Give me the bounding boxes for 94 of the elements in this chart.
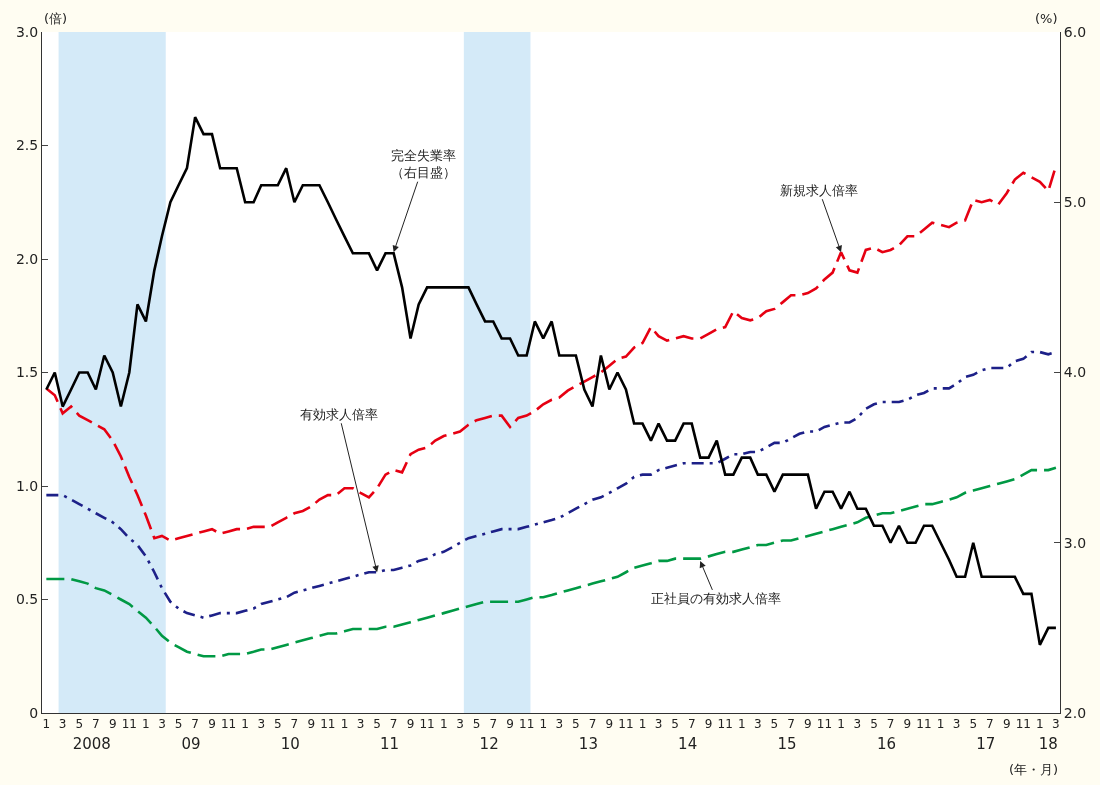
x-tick-label: 3 bbox=[654, 717, 663, 732]
x-tick-label: 7 bbox=[886, 717, 895, 732]
x-tick-label: 7 bbox=[92, 717, 100, 732]
x-tick-label: 1 bbox=[737, 717, 746, 732]
annotation: 正社員の有効求人倍率 bbox=[651, 591, 781, 606]
x2-tick-label: 18 bbox=[1038, 735, 1058, 753]
y-axis-title: (倍) bbox=[44, 11, 68, 26]
x2-tick-label: 11 bbox=[380, 735, 400, 753]
x-tick-label: 5 bbox=[671, 717, 679, 732]
x-tick-label: 5 bbox=[870, 717, 878, 732]
x-tick-label: 11 bbox=[519, 717, 535, 732]
x-tick-label: 7 bbox=[986, 717, 994, 732]
x2-tick-label: 15 bbox=[777, 735, 797, 753]
x-tick-label: 11 bbox=[916, 717, 932, 732]
x-tick-label: 7 bbox=[290, 717, 299, 732]
y2-tick-label: 6.0 bbox=[1063, 23, 1087, 40]
x-tick-label: 7 bbox=[588, 717, 597, 732]
x-tick-label: 3 bbox=[158, 717, 166, 732]
x2-tick-label: 12 bbox=[479, 735, 499, 753]
y2-tick-label: 4.0 bbox=[1063, 364, 1087, 381]
x2-tick-label: 17 bbox=[976, 735, 996, 753]
x2-tick-label: 09 bbox=[181, 735, 201, 753]
x-tick-label: 1 bbox=[539, 717, 548, 732]
annotation: 完全失業率（右目盛） bbox=[391, 148, 456, 180]
x2-tick-label: 16 bbox=[876, 735, 897, 753]
x-tick-label: 3 bbox=[555, 717, 564, 732]
x-tick-label: 5 bbox=[770, 717, 779, 732]
x-tick-label: 1 bbox=[142, 717, 150, 732]
x-tick-label: 9 bbox=[108, 717, 117, 732]
y-tick-label: 0 bbox=[29, 704, 39, 721]
x-tick-label: 5 bbox=[75, 717, 84, 732]
x-tick-label: 11 bbox=[816, 717, 833, 732]
x-tick-label: 9 bbox=[1002, 717, 1011, 732]
x-axis-title: (年・月) bbox=[1009, 762, 1059, 777]
x-tick-label: 9 bbox=[804, 717, 812, 732]
x-tick-label: 1 bbox=[837, 717, 845, 732]
x-tick-label: 9 bbox=[903, 717, 912, 732]
x-tick-label: 1 bbox=[936, 717, 945, 732]
x-tick-label: 3 bbox=[58, 717, 67, 732]
x-tick-label: 11 bbox=[220, 717, 237, 732]
x-tick-label: 5 bbox=[472, 717, 481, 732]
x-tick-label: 11 bbox=[419, 717, 435, 732]
x-tick-label: 1 bbox=[1036, 717, 1044, 732]
line-series bbox=[45, 466, 1058, 658]
annotation: 新規求人倍率 bbox=[780, 183, 858, 198]
x-tick-label: 1 bbox=[638, 717, 647, 732]
x-tick-label: 9 bbox=[605, 717, 614, 732]
annotation: 有効求人倍率 bbox=[300, 407, 378, 422]
y-tick-label: 0.5 bbox=[15, 591, 39, 608]
y-tick-label: 2.5 bbox=[15, 137, 39, 154]
x-tick-label: 5 bbox=[373, 717, 381, 732]
x-tick-label: 3 bbox=[257, 717, 266, 732]
x-tick-label: 7 bbox=[191, 717, 199, 732]
x-tick-label: 7 bbox=[489, 717, 498, 732]
x-tick-label: 5 bbox=[174, 717, 183, 732]
x-tick-label: 1 bbox=[340, 717, 349, 732]
y2-tick-label: 5.0 bbox=[1063, 194, 1087, 211]
x-tick-label: 5 bbox=[969, 717, 978, 732]
x-tick-label: 5 bbox=[273, 717, 282, 732]
y-tick-label: 1.5 bbox=[15, 364, 39, 381]
x-tick-label: 3 bbox=[952, 717, 961, 732]
x-tick-label: 1 bbox=[42, 717, 51, 732]
x2-tick-label: 13 bbox=[578, 735, 598, 753]
x-tick-label: 11 bbox=[1015, 717, 1031, 732]
x-tick-label: 3 bbox=[356, 717, 365, 732]
y2-tick-label: 2.0 bbox=[1063, 704, 1087, 721]
x-tick-label: 11 bbox=[320, 717, 336, 732]
x-tick-label: 7 bbox=[687, 717, 696, 732]
x-tick-label: 3 bbox=[1052, 717, 1060, 732]
x-tick-label: 3 bbox=[456, 717, 464, 732]
x-tick-label: 3 bbox=[853, 717, 862, 732]
x-tick-label: 3 bbox=[754, 717, 762, 732]
x2-tick-label: 2008 bbox=[72, 735, 111, 753]
x-tick-label: 9 bbox=[307, 717, 316, 732]
y2-axis-title: (%) bbox=[1035, 11, 1058, 26]
line-series bbox=[45, 115, 1058, 647]
x-tick-label: 5 bbox=[572, 717, 580, 732]
x2-tick-label: 10 bbox=[280, 735, 300, 753]
x-tick-label: 7 bbox=[787, 717, 795, 732]
x-tick-label: 9 bbox=[704, 717, 713, 732]
x-tick-label: 1 bbox=[241, 717, 249, 732]
x-tick-label: 11 bbox=[618, 717, 634, 732]
y-tick-label: 1.0 bbox=[15, 477, 39, 494]
y2-tick-label: 3.0 bbox=[1063, 534, 1087, 551]
x2-tick-label: 14 bbox=[678, 735, 698, 753]
x-tick-label: 1 bbox=[439, 717, 448, 732]
x-tick-label: 11 bbox=[717, 717, 733, 732]
y-tick-label: 3.0 bbox=[15, 23, 39, 40]
x-tick-label: 9 bbox=[506, 717, 514, 732]
y-tick-label: 2.0 bbox=[15, 250, 39, 267]
x-tick-label: 7 bbox=[389, 717, 398, 732]
x-tick-label: 11 bbox=[121, 717, 137, 732]
x-tick-label: 9 bbox=[208, 717, 216, 732]
x-tick-label: 9 bbox=[406, 717, 415, 732]
